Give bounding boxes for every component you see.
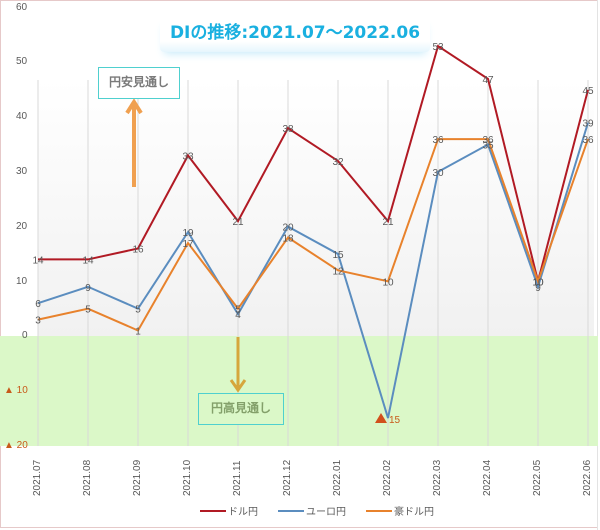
y-tick-neg10: ▲ 10 <box>4 385 28 396</box>
x-tick-label: 2021.08 <box>82 459 93 496</box>
data-label: 36 <box>482 135 494 146</box>
y-tick-30: 30 <box>16 166 28 177</box>
data-label: 5 <box>235 305 241 316</box>
neg-value-label: 15 <box>389 415 401 426</box>
data-label: 9 <box>85 283 91 294</box>
data-label: 36 <box>432 135 444 146</box>
legend-swatch-aud <box>366 509 392 512</box>
data-label: 1 <box>135 327 141 338</box>
legend-swatch-eur <box>278 509 304 512</box>
data-label: 5 <box>85 305 91 316</box>
series-line-0 <box>38 44 589 282</box>
yen-strong-zone <box>0 336 598 446</box>
data-label: 20 <box>282 223 294 234</box>
data-label: 9 <box>535 283 541 294</box>
data-label: 12 <box>332 266 344 277</box>
x-tick-label: 2021.09 <box>132 459 143 496</box>
data-label: 10 <box>382 277 394 288</box>
data-label: 6 <box>35 299 41 310</box>
data-label: 17 <box>182 239 194 250</box>
y-tick-neg20: ▲ 20 <box>4 440 28 451</box>
data-label: 45 <box>582 86 594 97</box>
down-arrow-icon <box>229 337 247 393</box>
data-label: 47 <box>482 75 494 86</box>
data-label: 4 <box>235 310 241 321</box>
data-label: 10 <box>532 277 544 288</box>
sheet-gridline <box>597 0 598 530</box>
x-tick-label: 2022.04 <box>482 459 493 496</box>
plot-area-positive <box>38 80 594 336</box>
data-label: 18 <box>282 234 294 245</box>
x-tick-label: 2022.03 <box>432 459 443 496</box>
series-line-1 <box>37 122 589 419</box>
x-tick-label: 2021.11 <box>232 460 243 496</box>
data-label: 15 <box>332 250 344 261</box>
chart-legend: ドル円 ユーロ円 豪ドル円 <box>200 503 434 518</box>
chart-title: DIの推移:2021.07～2022.06 <box>160 16 430 52</box>
data-label: 36 <box>582 135 594 146</box>
data-label: 10 <box>532 277 544 288</box>
legend-item-usd: ドル円 <box>200 503 258 518</box>
y-tick-0: 0 <box>22 330 28 341</box>
data-label: 14 <box>82 255 94 266</box>
yen-strong-annotation: 円高見通し <box>198 393 284 425</box>
data-label: 3 <box>35 316 41 327</box>
data-label: 21 <box>232 217 244 228</box>
up-arrow-icon <box>125 98 143 187</box>
y-tick-40: 40 <box>16 111 28 122</box>
legend-label-usd: ドル円 <box>228 507 258 518</box>
x-tick-label: 2021.12 <box>282 459 293 496</box>
data-label: 5 <box>135 305 141 316</box>
x-tick-label: 2022.05 <box>532 459 543 496</box>
data-label: 21 <box>382 217 394 228</box>
data-label: 38 <box>282 124 294 135</box>
x-tick-label: 2021.10 <box>182 459 193 496</box>
y-tick-20: 20 <box>16 221 28 232</box>
data-label: 33 <box>182 151 194 162</box>
data-labels: 14 14163321383221534710456951942015303593… <box>32 42 594 337</box>
y-tick-10: 10 <box>16 276 28 287</box>
series-lines <box>37 44 589 419</box>
data-label: 32 <box>332 157 344 168</box>
data-label: 53 <box>432 42 444 53</box>
series-line-2 <box>37 138 589 332</box>
yen-weak-annotation: 円安見通し <box>98 67 180 99</box>
x-tick-label: 2022.02 <box>382 459 393 496</box>
data-label: 39 <box>582 119 594 130</box>
negative-value-marker <box>375 413 387 423</box>
legend-label-eur: ユーロ円 <box>306 507 346 518</box>
x-tick-label: 2022.06 <box>582 459 593 496</box>
x-tick-label: 2021.07 <box>32 459 43 496</box>
data-label: 35 <box>482 141 494 152</box>
data-label: 14 <box>32 255 44 266</box>
legend-item-aud: 豪ドル円 <box>366 503 434 518</box>
data-label: 30 <box>432 168 444 179</box>
x-tick-label: 2022.01 <box>332 459 343 496</box>
y-tick-60: 60 <box>16 2 28 13</box>
legend-label-aud: 豪ドル円 <box>394 507 434 518</box>
legend-item-eur: ユーロ円 <box>278 503 346 518</box>
data-label: 16 <box>132 244 144 255</box>
data-label: 19 <box>182 228 194 239</box>
legend-swatch-usd <box>200 509 226 512</box>
y-tick-50: 50 <box>16 56 28 67</box>
